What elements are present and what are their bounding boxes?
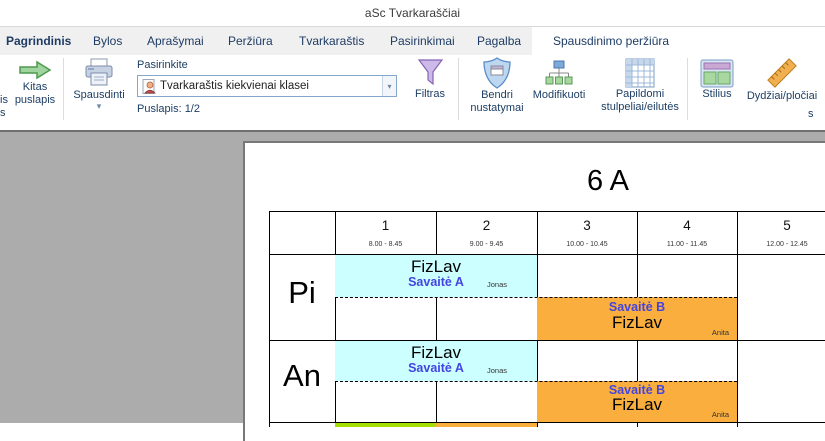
- print-button[interactable]: Spausdinti ▾: [66, 57, 132, 111]
- class-title: 6 A: [587, 165, 629, 197]
- lesson-cell-week-b[interactable]: Savaitė B FizLav Anita: [537, 297, 737, 340]
- grid-line: [269, 254, 825, 255]
- lesson-cell-week-a[interactable]: FizLav Savaitė A Jonas: [335, 341, 537, 381]
- ribbon-toolbar: is s Kitas puslapis Spausdinti ▾ Pasirin…: [0, 55, 825, 130]
- period-time: 9.00 - 9.45: [469, 241, 504, 248]
- lesson-subject: FizLav: [611, 313, 663, 332]
- grid-line: [269, 211, 825, 212]
- tab-perziura[interactable]: Peržiūra: [228, 34, 273, 48]
- period-time: 12.00 - 12.45: [766, 241, 808, 248]
- ribbon-separator: [63, 58, 64, 120]
- common-settings-label-2: nustatymai: [470, 102, 524, 114]
- green-arrow-right-icon: [19, 60, 52, 80]
- window-layout-icon: [700, 59, 734, 88]
- prev-page-button-line2: s: [0, 107, 6, 119]
- grid-line: [335, 211, 336, 427]
- extra-columns-label-2: stulpeliai/eilutės: [601, 101, 679, 113]
- period-header: 1: [381, 218, 390, 233]
- next-page-label-1: Kitas: [22, 81, 48, 93]
- next-page-label-2: puslapis: [14, 94, 56, 106]
- period-time: 8.00 - 8.45: [368, 241, 403, 248]
- extra-columns-label-1: Papildomi: [615, 88, 665, 100]
- week-a-label: Savaitė A: [408, 361, 464, 375]
- week-b-label: Savaitė B: [608, 383, 666, 397]
- common-settings-label-1: Bendri: [481, 89, 513, 101]
- grid-line: [737, 211, 738, 427]
- window-title: aSc Tvarkaraščiai: [364, 6, 461, 20]
- style-label: Stilius: [702, 88, 732, 100]
- lesson-teacher: Jonas: [486, 280, 507, 289]
- print-preview-area[interactable]: 6 A 1 2 3 4 5 8.00 - 8.45 9.00 - 9.45 10…: [0, 130, 825, 441]
- tab-pagrindinis[interactable]: Pagrindinis: [6, 34, 72, 48]
- combobox-dropdown-button[interactable]: ▾: [382, 76, 396, 96]
- grid-line: [436, 211, 437, 427]
- period-time: 11.00 - 11.45: [666, 241, 708, 248]
- period-header: 2: [482, 218, 491, 233]
- printer-icon: [85, 58, 113, 86]
- lesson-teacher: Anita: [711, 410, 729, 419]
- tab-spausdinimo-perziura[interactable]: Spausdinimo peržiūra: [532, 27, 690, 55]
- grid-line: [269, 340, 825, 341]
- lesson-teacher: Jonas: [486, 366, 507, 375]
- print-dropdown-caret-icon[interactable]: ▾: [96, 101, 102, 111]
- period-header: 4: [683, 218, 691, 233]
- lesson-subject: FizLav: [611, 395, 663, 414]
- period-time: 10.00 - 10.45: [566, 241, 608, 248]
- tab-pagalba[interactable]: Pagalba: [477, 34, 522, 48]
- week-a-label: Savaitė A: [408, 275, 464, 289]
- week-b-label: Savaitė B: [608, 300, 666, 314]
- funnel-icon: [417, 59, 443, 86]
- extra-columns-rows-button[interactable]: Papildomi stulpeliai/eilutės: [593, 58, 687, 114]
- timetable-grid: 1 2 3 4 5 8.00 - 8.45 9.00 - 9.45 10.00 …: [269, 211, 825, 427]
- timetable-type-combobox[interactable]: Tvarkaraštis kiekvienai klasei ▾: [137, 75, 397, 97]
- style-button[interactable]: Stilius: [692, 59, 742, 101]
- preview-page: 6 A 1 2 3 4 5 8.00 - 8.45 9.00 - 9.45 10…: [243, 141, 825, 441]
- tab-aprasymai[interactable]: Aprašymai: [147, 34, 204, 48]
- next-page-button[interactable]: Kitas puslapis: [8, 59, 62, 107]
- common-settings-button[interactable]: Bendri nustatymai: [462, 57, 532, 115]
- cut-button-label-fragment: s: [808, 108, 814, 120]
- sizes-widths-button[interactable]: Dydžiai/pločiai: [744, 56, 820, 103]
- lesson-cell-week-a[interactable]: FizLav Savaitė A Jonas: [335, 255, 537, 297]
- lesson-subject: FizLav: [410, 257, 462, 276]
- class-document-icon: [142, 78, 156, 94]
- filter-label: Filtras: [415, 88, 445, 100]
- ribbon-separator: [458, 58, 459, 120]
- grid-icon: [625, 58, 655, 88]
- day-label-tuesday: An: [283, 358, 321, 393]
- tab-tvarkarastis[interactable]: Tvarkaraštis: [299, 34, 365, 48]
- org-chart-icon: [545, 60, 573, 85]
- week-divider-dashed-line: [335, 297, 737, 298]
- week-divider-dashed-line: [335, 381, 737, 382]
- timetable-type-value: Tvarkaraštis kiekvienai klasei: [160, 80, 309, 92]
- ribbon-separator: [687, 58, 688, 120]
- ruler-icon: [767, 58, 797, 88]
- day-label-monday: Pi: [288, 275, 316, 310]
- sizes-widths-label: Dydžiai/pločiai: [746, 90, 818, 102]
- shield-icon: [483, 57, 511, 89]
- lesson-cell-week-b[interactable]: Savaitė B FizLav Anita: [537, 381, 737, 422]
- period-header: 3: [583, 218, 591, 233]
- page-status: Puslapis: 1/2: [137, 103, 200, 115]
- window-titlebar: aSc Tvarkaraščiai: [0, 0, 825, 27]
- modify-label: Modifikuoti: [532, 89, 586, 101]
- tab-pasirinkimai[interactable]: Pasirinkimai: [390, 34, 455, 48]
- tab-bylos[interactable]: Bylos: [93, 34, 123, 48]
- lesson-teacher: Anita: [711, 328, 729, 337]
- select-group-label: Pasirinkite: [137, 59, 188, 71]
- ribbon-tabbar: Pagrindinis Bylos Aprašymai Peržiūra Tva…: [0, 27, 825, 55]
- filter-button[interactable]: Filtras: [405, 59, 455, 101]
- grid-line: [269, 211, 270, 427]
- lesson-subject: FizLav: [410, 343, 462, 362]
- prev-page-button[interactable]: is: [0, 94, 8, 106]
- modify-button[interactable]: Modifikuoti: [525, 59, 593, 102]
- period-header: 5: [783, 218, 791, 233]
- print-label: Spausdinti: [73, 89, 125, 101]
